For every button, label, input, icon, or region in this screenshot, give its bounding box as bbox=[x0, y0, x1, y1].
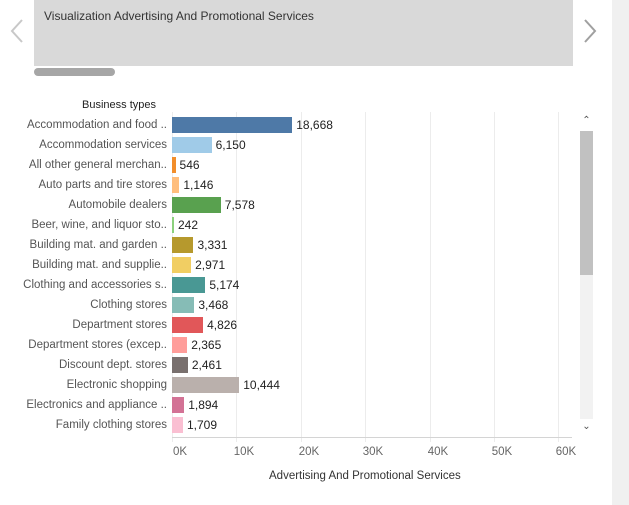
bar-value-label: 1,894 bbox=[188, 398, 219, 412]
bar[interactable] bbox=[172, 397, 185, 413]
x-axis-title: Advertising And Promotional Services bbox=[269, 470, 461, 482]
bar[interactable] bbox=[172, 297, 195, 313]
bar-value-label: 242 bbox=[178, 218, 199, 232]
bar[interactable] bbox=[172, 137, 212, 153]
x-tick-label: 40K bbox=[427, 446, 449, 458]
category-label[interactable]: Accommodation services bbox=[39, 139, 167, 151]
gridline bbox=[301, 112, 302, 442]
gridline bbox=[494, 112, 495, 442]
bar[interactable] bbox=[172, 157, 176, 173]
bar-value-label: 2,365 bbox=[191, 338, 222, 352]
x-tick-label: 0K bbox=[172, 446, 188, 458]
horizontal-scrollbar-thumb[interactable] bbox=[34, 68, 115, 76]
category-label[interactable]: Electronic shopping bbox=[66, 379, 167, 391]
x-tick-label: 50K bbox=[491, 446, 513, 458]
category-label[interactable]: Family clothing stores bbox=[55, 419, 167, 431]
bar-value-label: 1,146 bbox=[183, 178, 214, 192]
category-label[interactable]: Department stores bbox=[72, 319, 167, 331]
bar[interactable] bbox=[172, 277, 206, 293]
category-label[interactable]: Clothing and accessories s.. bbox=[23, 279, 167, 291]
x-tick-label: 30K bbox=[362, 446, 384, 458]
scrollbar-thumb[interactable] bbox=[580, 131, 593, 275]
bar[interactable] bbox=[172, 117, 293, 133]
bar-value-label: 4,826 bbox=[207, 318, 238, 332]
bar-value-label: 2,971 bbox=[195, 258, 226, 272]
visualization-card[interactable]: Visualization Advertising And Promotiona… bbox=[34, 0, 573, 66]
x-axis-line bbox=[172, 437, 572, 438]
chevron-right-icon bbox=[584, 19, 597, 43]
bar-value-label: 18,668 bbox=[296, 118, 333, 132]
chevron-left-icon bbox=[10, 19, 23, 43]
bar-value-label: 7,578 bbox=[224, 198, 255, 212]
row-header-label: Business types bbox=[82, 99, 156, 111]
x-tick-label: 10K bbox=[233, 446, 255, 458]
previous-button[interactable] bbox=[6, 14, 28, 48]
category-label[interactable]: Auto parts and tire stores bbox=[38, 179, 167, 191]
category-label[interactable]: Beer, wine, and liquor sto.. bbox=[31, 219, 167, 231]
bar[interactable] bbox=[172, 417, 183, 433]
bar-value-label: 3,331 bbox=[197, 238, 228, 252]
bar[interactable] bbox=[172, 177, 180, 193]
category-label[interactable]: Building mat. and supplie.. bbox=[32, 259, 167, 271]
x-tick-label: 20K bbox=[298, 446, 320, 458]
bar-value-label: 5,174 bbox=[209, 278, 240, 292]
bar[interactable] bbox=[172, 217, 174, 233]
gridline bbox=[236, 112, 237, 442]
category-label[interactable]: All other general merchan.. bbox=[28, 159, 167, 171]
category-label[interactable]: Discount dept. stores bbox=[58, 359, 167, 371]
gridline bbox=[558, 112, 559, 442]
right-edge-strip bbox=[612, 0, 629, 505]
bar-value-label: 3,468 bbox=[198, 298, 229, 312]
bar-value-label: 6,150 bbox=[215, 138, 246, 152]
bar-value-label: 10,444 bbox=[243, 378, 280, 392]
bar-value-label: 2,461 bbox=[191, 358, 222, 372]
bar-value-label: 546 bbox=[179, 158, 200, 172]
bar[interactable] bbox=[172, 257, 192, 273]
category-label[interactable]: Building mat. and garden .. bbox=[29, 239, 167, 251]
next-button[interactable] bbox=[579, 14, 601, 48]
bar[interactable] bbox=[172, 317, 204, 333]
x-tick-label: 60K bbox=[555, 446, 577, 458]
gridline bbox=[430, 112, 431, 442]
gridline bbox=[365, 112, 366, 442]
bar[interactable] bbox=[172, 197, 221, 213]
scroll-up-button[interactable]: ⌃ bbox=[582, 115, 591, 126]
bar[interactable] bbox=[172, 337, 188, 353]
bar[interactable] bbox=[172, 377, 240, 393]
category-label[interactable]: Automobile dealers bbox=[68, 199, 167, 211]
vertical-scrollbar[interactable]: ⌃ ⌄ bbox=[578, 113, 595, 437]
bar[interactable] bbox=[172, 237, 194, 253]
category-label[interactable]: Clothing stores bbox=[90, 299, 167, 311]
category-label[interactable]: Electronics and appliance .. bbox=[26, 399, 167, 411]
scroll-down-button[interactable]: ⌄ bbox=[582, 421, 591, 432]
card-title: Visualization Advertising And Promotiona… bbox=[44, 9, 314, 23]
bar-chart: Accommodation and food .. 18,668 Accommoda… bbox=[0, 112, 580, 442]
category-label[interactable]: Accommodation and food .. bbox=[27, 119, 167, 131]
bar-value-label: 1,709 bbox=[187, 418, 218, 432]
category-label[interactable]: Department stores (excep.. bbox=[28, 339, 167, 351]
bar[interactable] bbox=[172, 357, 188, 373]
